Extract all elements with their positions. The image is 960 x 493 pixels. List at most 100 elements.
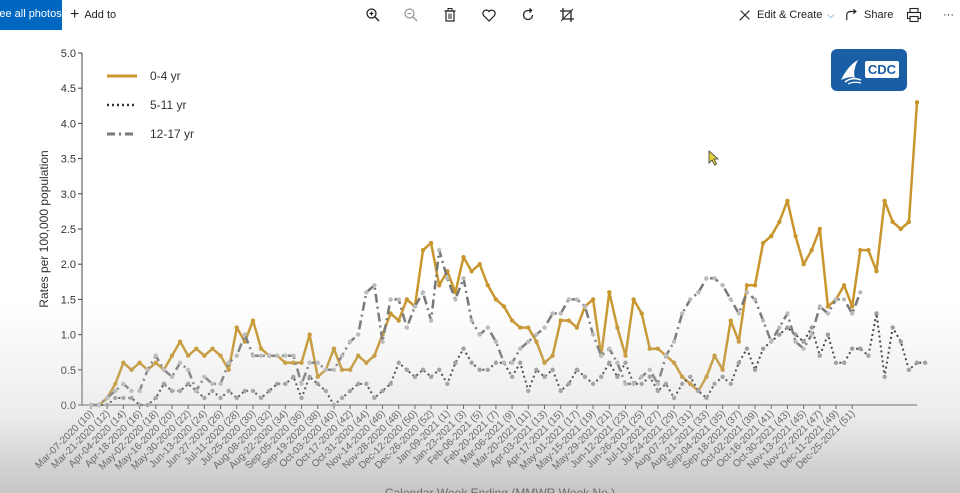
- y-tick-label: 5.0: [61, 48, 76, 60]
- series-point-2: [347, 339, 353, 344]
- series-point-1: [550, 367, 555, 372]
- series-point-0: [752, 283, 758, 288]
- series-point-2: [712, 276, 717, 281]
- add-to-button[interactable]: + Add to: [70, 0, 116, 30]
- series-point-2: [655, 381, 661, 387]
- series-point-1: [331, 402, 337, 408]
- plus-icon: +: [70, 6, 80, 23]
- series-point-2: [558, 311, 563, 316]
- y-tick-label: 1.0: [61, 330, 76, 342]
- series-point-0: [485, 283, 491, 288]
- series-point-1: [404, 367, 410, 372]
- series-point-2: [104, 395, 110, 401]
- print-icon[interactable]: [904, 5, 924, 25]
- series-point-1: [736, 360, 742, 365]
- series-point-0: [137, 360, 142, 365]
- series-point-1: [696, 388, 701, 394]
- series-point-1: [752, 367, 758, 372]
- more-options-button[interactable]: ···: [943, 0, 954, 30]
- cdc-logo-text: CDC: [867, 62, 897, 77]
- series-point-1: [679, 381, 685, 387]
- share-button[interactable]: Share: [845, 0, 893, 30]
- series-point-0: [801, 262, 806, 267]
- series-point-1: [234, 395, 239, 401]
- series-point-2: [566, 297, 571, 302]
- series-point-2: [615, 360, 620, 365]
- series-point-1: [420, 367, 426, 372]
- series-point-1: [412, 374, 418, 380]
- series-point-1: [704, 395, 709, 401]
- zoom-out-icon[interactable]: [401, 5, 421, 25]
- series-point-1: [817, 353, 823, 358]
- series-point-0: [517, 325, 523, 330]
- series-point-0: [647, 346, 652, 351]
- delete-icon[interactable]: [440, 5, 460, 25]
- crop-icon[interactable]: [557, 5, 577, 25]
- series-point-0: [850, 304, 855, 309]
- add-to-label: Add to: [84, 9, 117, 21]
- series-point-1: [477, 367, 482, 372]
- legend-label: 0-4 yr: [150, 69, 181, 83]
- series-point-1: [914, 360, 920, 365]
- series-point-0: [874, 269, 879, 274]
- series-point-2: [825, 311, 831, 316]
- chevron-down-icon: ⌵: [827, 10, 835, 20]
- rotate-icon[interactable]: [518, 5, 538, 25]
- series-line-2: [91, 248, 862, 407]
- series-point-0: [574, 325, 580, 330]
- mouse-cursor-icon: [708, 150, 720, 171]
- series-point-1: [655, 388, 661, 394]
- series-point-0: [477, 262, 482, 267]
- series-point-1: [574, 367, 580, 372]
- series-point-2: [574, 297, 580, 302]
- series-point-1: [356, 381, 361, 387]
- series-point-2: [509, 360, 515, 365]
- series-point-1: [291, 374, 296, 380]
- series-point-2: [493, 339, 499, 344]
- series-point-1: [153, 395, 158, 401]
- zoom-in-icon[interactable]: [363, 5, 383, 25]
- see-all-photos-button[interactable]: See all photos: [0, 0, 62, 30]
- series-point-1: [615, 374, 620, 380]
- series-point-2: [850, 311, 855, 316]
- series-point-2: [412, 304, 418, 309]
- series-point-2: [671, 339, 677, 344]
- series-point-1: [161, 381, 167, 387]
- series-point-2: [291, 353, 296, 358]
- favorite-heart-icon[interactable]: [479, 5, 499, 25]
- series-point-0: [639, 311, 644, 316]
- series-point-1: [121, 395, 126, 401]
- series-point-2: [275, 353, 280, 358]
- series-point-1: [825, 332, 831, 337]
- series-point-1: [866, 353, 871, 358]
- y-tick-label: 0.5: [61, 365, 76, 377]
- series-point-2: [437, 247, 442, 253]
- series-point-2: [720, 283, 725, 288]
- series-point-2: [598, 353, 604, 358]
- series-point-1: [428, 374, 434, 380]
- series-point-2: [396, 297, 401, 302]
- series-point-1: [517, 360, 523, 365]
- series-point-0: [210, 346, 215, 351]
- series-point-2: [760, 318, 766, 323]
- chart-image: 0.0 0.5 1.0 1.5 2.0 2.5 3.0 3.5 4.0 4.5 5.0 Rates p…: [0, 30, 960, 493]
- series-point-1: [339, 395, 345, 401]
- series-point-1: [558, 388, 563, 394]
- series-point-2: [299, 381, 304, 387]
- series-point-0: [558, 318, 563, 323]
- series-point-2: [339, 353, 345, 358]
- legend-label: 5-11 yr: [150, 98, 186, 112]
- series-point-1: [372, 395, 377, 401]
- series-point-1: [185, 381, 191, 387]
- legend-label: 12-17 yr: [150, 127, 194, 141]
- edit-create-button[interactable]: Edit & Create ⌵: [738, 0, 834, 30]
- series-point-1: [882, 374, 887, 380]
- series-point-0: [372, 353, 377, 358]
- series-point-2: [817, 304, 823, 309]
- series-point-2: [315, 360, 320, 365]
- see-all-photos-label: See all photos: [0, 8, 62, 20]
- series-point-0: [607, 290, 612, 295]
- series-point-2: [607, 346, 612, 351]
- series-point-0: [129, 367, 134, 372]
- series-point-2: [517, 346, 523, 351]
